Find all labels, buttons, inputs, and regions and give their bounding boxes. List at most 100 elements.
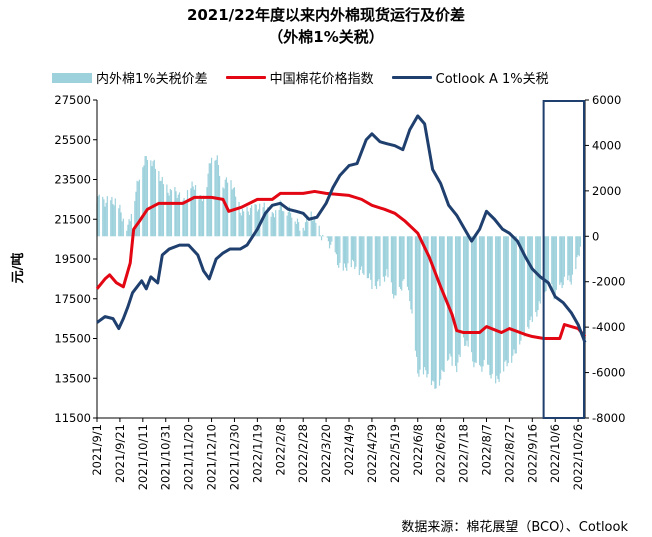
spread-bar <box>235 196 237 237</box>
spread-bar <box>416 236 418 357</box>
spread-bar <box>298 222 300 237</box>
spread-bar <box>114 198 116 237</box>
spread-bar <box>422 236 425 375</box>
spread-bar <box>273 217 276 237</box>
spread-bar <box>418 236 420 377</box>
legend-label-spread: 内外棉1%关税价差 <box>96 72 208 87</box>
cci-line <box>95 189 587 340</box>
spread-bar <box>231 189 233 237</box>
spread-bar <box>190 188 192 237</box>
spread-bar <box>134 201 136 237</box>
spread-bar <box>264 210 266 237</box>
spread-bar <box>545 236 547 292</box>
y2-tick-label: -2000 <box>592 275 625 289</box>
spread-bar <box>507 236 509 364</box>
spread-bar <box>128 219 130 237</box>
spread-bar <box>395 236 397 296</box>
spread-bar <box>579 236 582 247</box>
spread-bar <box>200 195 202 237</box>
x-tick-label: 2021/9/21 <box>113 424 127 483</box>
spread-bar <box>150 160 152 237</box>
x-tick-label: 2022/10/26 <box>571 424 585 490</box>
y-tick-label: 15500 <box>54 332 91 346</box>
spread-bar <box>137 181 139 237</box>
spread-bar <box>160 180 162 237</box>
spread-bar <box>438 236 441 386</box>
spread-bar <box>407 236 410 291</box>
spread-bar <box>306 216 308 237</box>
spread-bar <box>346 236 348 271</box>
highlight-box <box>542 100 585 419</box>
spread-bar <box>387 236 389 278</box>
spread-bar <box>119 204 121 237</box>
spread-bar <box>576 236 578 258</box>
spread-bar <box>377 236 379 282</box>
spread-bar <box>152 161 154 237</box>
spread-bar <box>159 181 161 237</box>
legend-item-cci: 中国棉花价格指数 <box>225 68 374 87</box>
spread-bar <box>385 236 387 276</box>
spread-bar <box>482 236 484 367</box>
spread-bar <box>512 236 514 356</box>
spread-bar <box>112 204 114 237</box>
spread-bar <box>240 215 242 237</box>
spread-bar <box>523 236 525 337</box>
spread-bar <box>366 236 368 279</box>
legend: 内外棉1%关税价差 中国棉花价格指数 Cotlook A 1%关税 <box>52 68 567 87</box>
spread-bar <box>399 236 402 289</box>
y-axis-label: 元/吨 <box>10 253 26 284</box>
spread-bar <box>263 202 265 237</box>
spread-bar <box>198 199 200 237</box>
spread-bar <box>271 212 273 237</box>
spread-bar <box>505 236 507 361</box>
spread-bar <box>257 209 260 237</box>
spread-bar <box>465 236 467 346</box>
spread-bar <box>278 209 280 237</box>
y2-tick-label: 6000 <box>592 93 621 107</box>
spread-bar <box>265 213 268 237</box>
spread-bar <box>283 211 285 237</box>
spread-bar <box>371 236 373 290</box>
spread-bar <box>410 236 412 310</box>
spread-bar <box>378 236 380 280</box>
spread-bar <box>218 175 221 237</box>
spread-bar <box>217 164 220 237</box>
x-tick-label: 2022/9/16 <box>525 424 539 483</box>
spread-bar <box>294 221 296 237</box>
spread-bar <box>567 236 569 281</box>
spread-bar <box>259 203 261 237</box>
spread-bar <box>320 236 323 241</box>
spread-bar <box>351 236 354 260</box>
spread-bar <box>126 230 128 237</box>
spread-bar <box>318 225 320 237</box>
spread-bar <box>552 236 554 292</box>
spread-bar <box>457 236 459 363</box>
spread-bar <box>295 224 297 237</box>
y-tick-label: 11500 <box>54 411 91 425</box>
spread-bar <box>489 236 491 376</box>
chart-title: 2021/22年度以来内外棉现货运行及价差 <box>186 6 466 24</box>
spread-bar <box>425 236 427 371</box>
spread-bar <box>331 236 333 242</box>
legend-item-cotlook: Cotlook A 1%关税 <box>391 68 549 87</box>
x-tick-label: 2022/4/9 <box>342 424 356 476</box>
cotlook-line <box>96 114 587 344</box>
spread-bar <box>103 199 105 237</box>
spread-bar <box>409 236 411 302</box>
spread-bar <box>206 187 208 237</box>
spread-bar <box>342 236 344 271</box>
spread-bar <box>239 212 241 237</box>
spread-bar <box>335 236 338 255</box>
spread-bar <box>184 203 186 237</box>
spread-bar <box>136 180 138 237</box>
spread-bar <box>479 236 481 366</box>
x-tick-label: 2021/10/11 <box>136 424 150 490</box>
y-tick-label: 23500 <box>54 173 91 187</box>
spread-bar <box>110 200 112 237</box>
legend-label-cci: 中国棉花价格指数 <box>269 72 374 87</box>
y-tick-label: 13500 <box>54 371 91 385</box>
x-tick-label: 2022/4/29 <box>365 424 379 483</box>
spread-bar <box>175 191 177 237</box>
